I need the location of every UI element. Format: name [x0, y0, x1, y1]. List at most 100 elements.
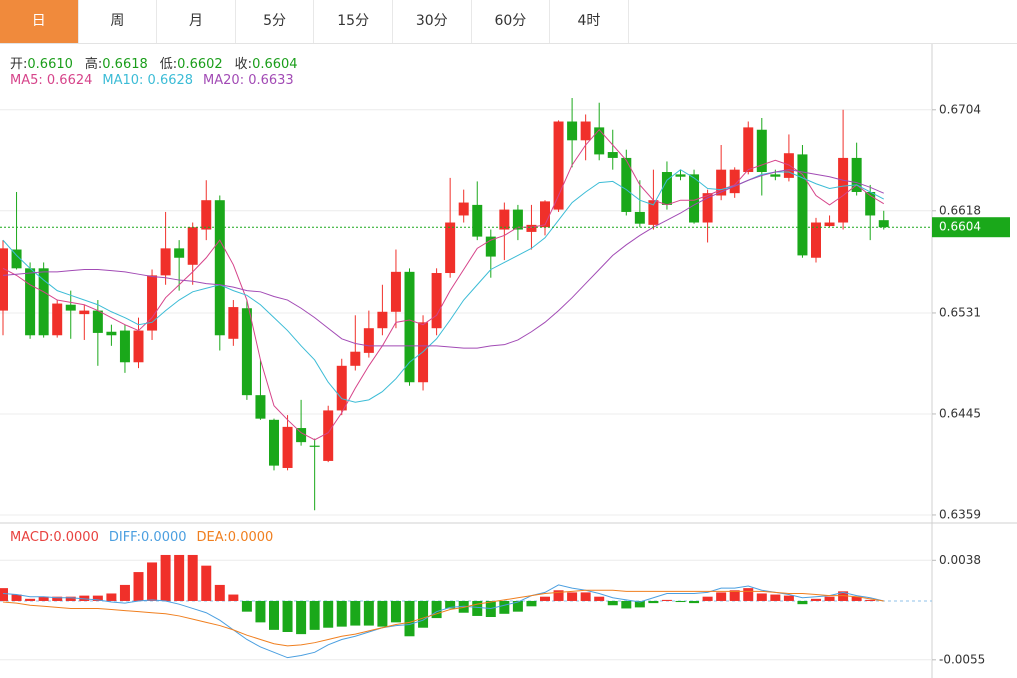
macd-bar: [607, 600, 618, 606]
candle-body: [567, 121, 578, 141]
macd-bar: [133, 572, 144, 601]
macd-bar: [119, 584, 130, 601]
macd-bar: [65, 596, 76, 601]
period-tab[interactable]: 60分: [472, 0, 551, 43]
candle-body: [445, 222, 456, 274]
candle-body: [336, 365, 347, 411]
readout-label: 低:: [159, 57, 178, 72]
macd-bar: [92, 595, 103, 601]
macd-bar: [79, 595, 90, 601]
macd-bar: [661, 599, 672, 601]
macd-bar: [269, 600, 279, 630]
candle-body: [797, 154, 808, 256]
macd-bar: [567, 592, 578, 601]
candle-body: [716, 169, 727, 196]
ohlc-readout: 开:0.6610 高:0.6618 低:0.6602 收:0.6604: [10, 53, 310, 72]
macd-bar: [702, 596, 713, 601]
period-tab[interactable]: 4时: [550, 0, 629, 43]
macd-bar: [540, 596, 550, 601]
candle-body: [526, 224, 537, 232]
candle-body: [607, 152, 618, 158]
macd-bar: [797, 600, 808, 605]
macd-bar: [648, 600, 659, 604]
period-tabs: 日周月 5分 15分 30分 60分 4时: [0, 0, 1017, 44]
macd-bar: [255, 600, 266, 623]
macd-bar: [526, 600, 537, 607]
macd-bar: [404, 600, 415, 637]
readout-label: 高:: [84, 57, 103, 72]
macd-bar: [580, 592, 591, 601]
macd-bar: [323, 600, 334, 628]
legend-entry: MA10: 0.6628: [102, 73, 194, 88]
candle-body: [865, 191, 876, 216]
macd-bar: [174, 554, 185, 601]
candle-body: [648, 200, 659, 225]
candle-body: [241, 308, 252, 396]
candle-body: [431, 273, 442, 329]
macd-bar: [485, 600, 496, 618]
macd-bar: [634, 600, 645, 608]
macd-bar: [25, 598, 36, 601]
macd-bar: [770, 594, 781, 601]
candle-body: [472, 204, 483, 237]
macd-bar: [512, 600, 523, 612]
candle-body: [323, 410, 334, 461]
candle-body: [485, 236, 496, 257]
candle-body: [269, 419, 279, 466]
macd-bar: [241, 600, 252, 612]
period-tab[interactable]: 5分: [236, 0, 315, 43]
candle-body: [580, 121, 591, 141]
macd-bar: [106, 593, 117, 601]
candle-body: [729, 169, 740, 194]
indicator-line: [2, 589, 884, 647]
macd-bar: [716, 592, 727, 601]
y-tick-label: 0.6359: [939, 507, 981, 521]
macd-bar: [824, 596, 835, 601]
candle-body: [634, 211, 645, 224]
macd-bar: [350, 600, 361, 626]
macd-bar: [675, 600, 686, 603]
candle-body: [147, 275, 158, 331]
candle-body: [282, 426, 293, 468]
candle-body: [377, 311, 388, 329]
period-tab[interactable]: 月: [157, 0, 236, 43]
candle-body: [824, 222, 835, 227]
macd-bar: [499, 600, 510, 614]
candle-body: [689, 174, 700, 223]
period-tab[interactable]: 30分: [393, 0, 472, 43]
macd-bar: [377, 600, 388, 627]
candle-body: [499, 209, 510, 230]
macd-bar: [228, 594, 239, 601]
candle-body: [404, 271, 415, 383]
macd-bar: [811, 598, 821, 601]
y-tick-label: 0.6445: [939, 406, 981, 420]
candle-body: [160, 248, 171, 276]
candle-body: [458, 202, 469, 216]
candle-body: [119, 330, 130, 363]
candle-body: [309, 445, 320, 447]
candle-body: [878, 220, 889, 228]
period-tab[interactable]: 周: [79, 0, 158, 43]
y-tick-label: 0.6618: [939, 203, 981, 217]
macd-bar: [11, 594, 22, 601]
macd-bar: [187, 554, 198, 601]
macd-bar: [390, 600, 401, 623]
macd-bar: [201, 565, 212, 601]
legend-entry: DEA:0.0000: [196, 530, 274, 545]
candle-body: [65, 304, 76, 311]
period-tab[interactable]: 15分: [314, 0, 393, 43]
candle-body: [296, 428, 307, 443]
candle-body: [811, 222, 821, 258]
candle-body: [512, 209, 523, 230]
candle-body: [174, 248, 185, 258]
macd-bar: [160, 554, 171, 601]
macd-bar: [431, 600, 442, 619]
macd-bar: [363, 600, 374, 626]
macd-bar: [445, 600, 456, 609]
indicator-line: [2, 169, 884, 403]
overlay-layer: 0.6704 0.6618 0.6531 0.6445 0.6359 0.6604 0.00…: [0, 102, 1010, 666]
period-tab[interactable]: 日: [0, 0, 79, 43]
macd-bar: [865, 599, 876, 601]
